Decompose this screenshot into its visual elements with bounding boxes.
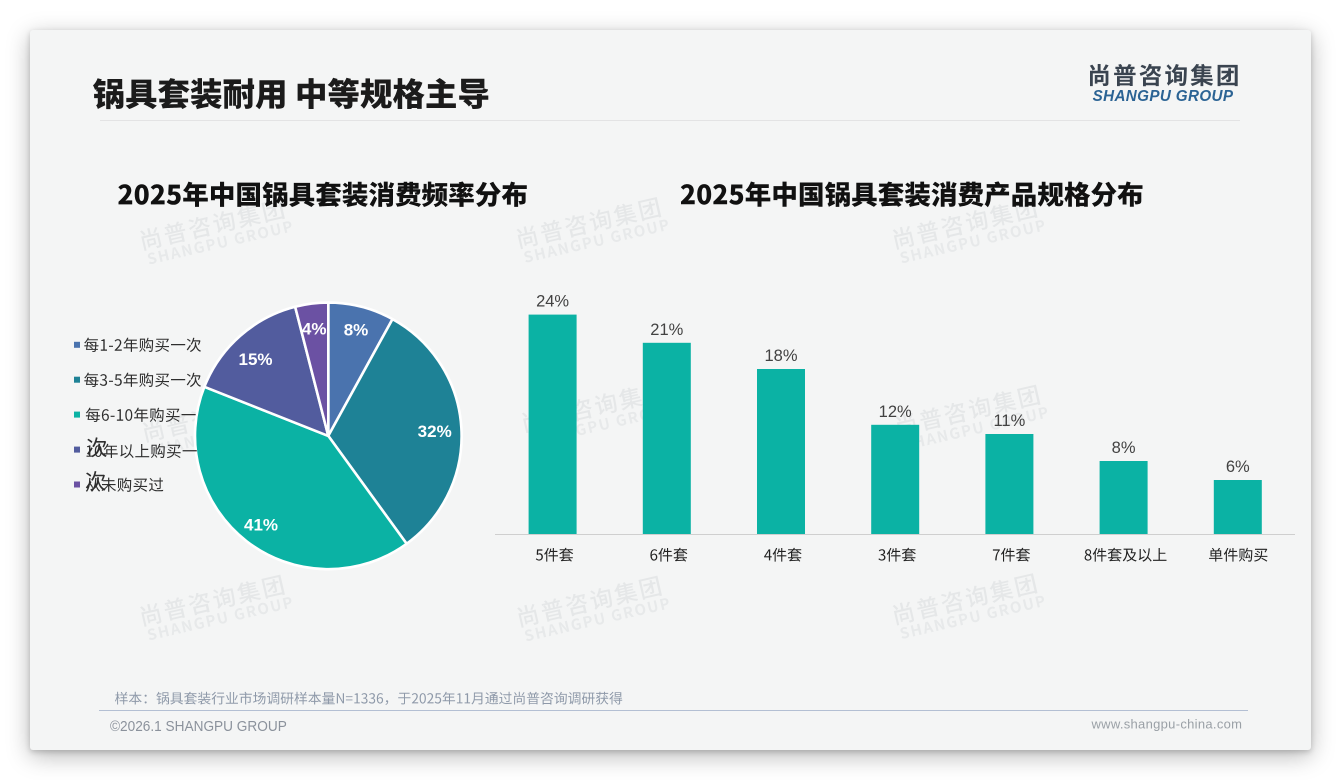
svg-text:©2026.1 SHANGPU GROUP: ©2026.1 SHANGPU GROUP — [110, 718, 287, 735]
svg-text:18%: 18% — [764, 347, 797, 365]
svg-text:24%: 24% — [536, 293, 569, 311]
svg-text:SHANGPU GROUP: SHANGPU GROUP — [1093, 87, 1234, 104]
svg-text:11%: 11% — [993, 412, 1025, 430]
svg-text:6%: 6% — [1226, 458, 1250, 476]
svg-text:21%: 21% — [650, 321, 683, 339]
svg-text:32%: 32% — [418, 422, 452, 441]
svg-text:41%: 41% — [244, 515, 278, 534]
svg-text:8%: 8% — [344, 321, 369, 340]
svg-text:www.shangpu-china.com: www.shangpu-china.com — [1090, 717, 1242, 732]
svg-text:8%: 8% — [1112, 439, 1136, 457]
svg-text:12%: 12% — [879, 403, 912, 421]
svg-text:4%: 4% — [302, 320, 327, 339]
svg-text:15%: 15% — [238, 350, 272, 369]
